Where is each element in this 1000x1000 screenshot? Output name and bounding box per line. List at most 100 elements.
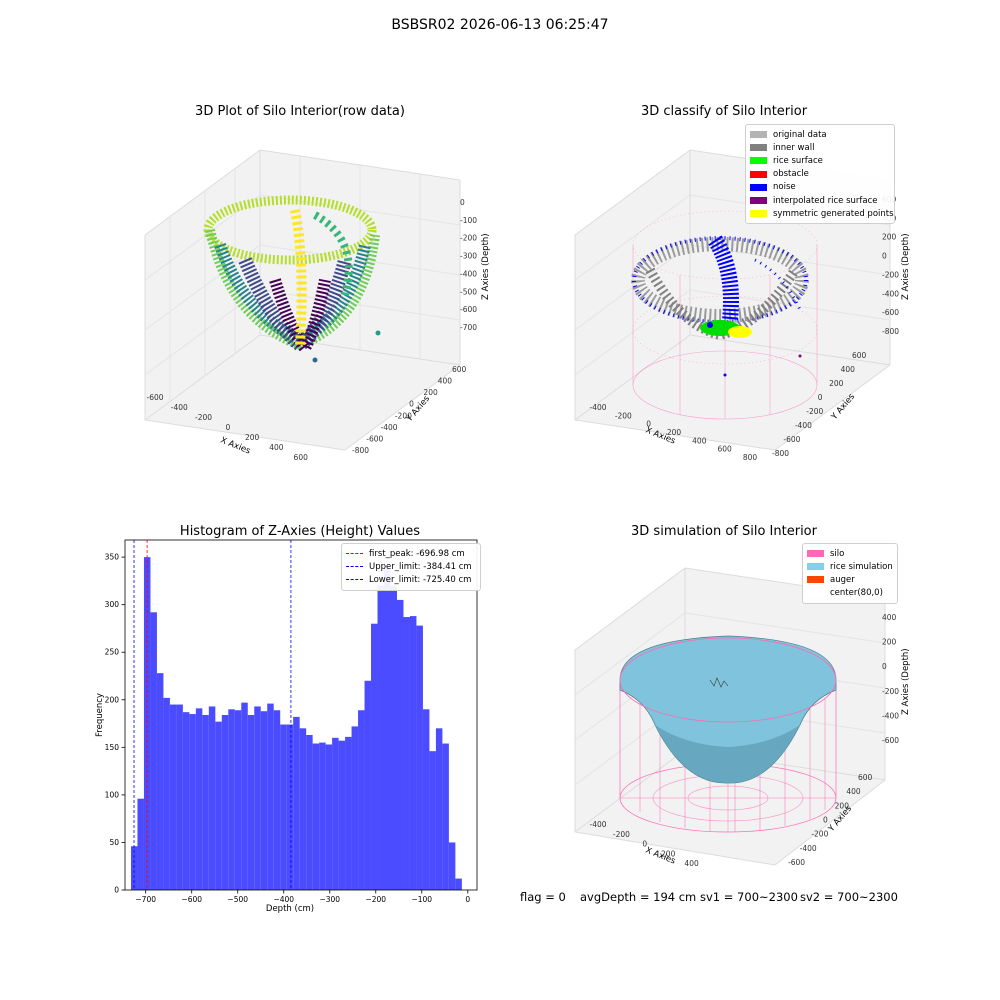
histogram-y-tick-label: 350 — [105, 553, 120, 562]
raw-x-tick-label: 600 — [294, 453, 309, 460]
histogram-legend-swatch — [346, 579, 363, 581]
histogram-y-tick-label: 100 — [105, 790, 120, 799]
raw-z-tick-label: -500 — [460, 287, 477, 296]
simulation-legend-swatch — [807, 576, 824, 584]
classify-legend-swatch — [750, 131, 767, 139]
classify-legend-item: inner wall — [750, 141, 890, 154]
histogram-bar — [228, 709, 235, 890]
histogram-bar — [130, 846, 138, 890]
classify-x-tick-label: 800 — [743, 453, 758, 460]
histogram-x-tick-label: 0 — [465, 895, 470, 904]
simulation-rice-surface — [619, 635, 837, 784]
histogram-axes: −700 −600 −500 −400 −300 −200 −100 0 0 50 100 150 20… — [105, 539, 478, 904]
histogram-bar — [143, 557, 151, 890]
histogram-x-tick-label: −700 — [135, 895, 156, 904]
histogram-bar — [390, 585, 397, 890]
histogram-legend-item: Upper_limit: -384.41 cm — [346, 560, 476, 573]
raw-y-tick-label: 200 — [423, 388, 438, 397]
histogram-bar — [306, 734, 313, 890]
raw-x-tick-label: -600 — [146, 393, 163, 402]
simulation-y-tick-label: -200 — [811, 830, 828, 839]
classify-legend-label: obstacle — [773, 169, 809, 180]
simulation-x-tick-label: -200 — [613, 830, 630, 839]
histogram-bar — [221, 715, 229, 890]
histogram-reference-lines — [133, 540, 292, 890]
histogram-bar — [267, 703, 274, 890]
classify-legend-item: noise — [750, 181, 890, 194]
histogram-bar — [312, 743, 320, 890]
classify-y-tick-label: -400 — [795, 421, 812, 430]
histogram-bar — [422, 709, 430, 890]
raw-x-tick-label: -400 — [171, 403, 188, 412]
simulation-x-tick-label: 200 — [661, 849, 676, 858]
classify-y-tick-label: -800 — [772, 449, 789, 458]
histogram-bar — [332, 737, 339, 890]
simulation-legend: silo rice simulation auger center(80,0) — [802, 543, 898, 604]
histogram-y-tick-label: 250 — [105, 648, 120, 657]
histogram-bar — [260, 711, 268, 890]
raw-z-ticks: 0 -100 -200 -300 -400 -500 -600 -700 — [460, 198, 477, 332]
histogram-bar — [163, 697, 170, 890]
histogram-bar — [150, 612, 157, 890]
classify-z-tick-label: -400 — [882, 289, 899, 298]
histogram-legend-swatch — [346, 553, 363, 555]
simulation-x-tick-label: 0 — [642, 840, 647, 849]
histogram-legend-label: first_peak: -696.98 cm — [369, 548, 465, 559]
simulation-legend-swatch — [807, 589, 824, 597]
raw-y-tick-label: -200 — [395, 411, 412, 420]
histogram-bar — [377, 585, 385, 890]
histogram-x-tick-label: −600 — [181, 895, 202, 904]
simulation-legend-swatch — [807, 550, 824, 558]
classify-y-tick-label: 600 — [852, 351, 867, 360]
histogram-bar — [208, 706, 216, 890]
raw-y-tick-label: 0 — [409, 400, 414, 409]
raw-y-tick-label: 400 — [438, 377, 453, 386]
histogram-bar — [338, 740, 346, 890]
footer-flag: flag = 0 — [520, 890, 566, 904]
classify-z-tick-label: -800 — [882, 327, 899, 336]
histogram-x-tick-label: −300 — [319, 895, 340, 904]
footer-avg-depth: avgDepth = 194 cm — [580, 890, 697, 904]
classify-x-tick-label: 400 — [692, 436, 707, 445]
histogram-bar — [345, 736, 352, 890]
classify-legend-swatch — [750, 183, 767, 191]
histogram-bar — [280, 724, 287, 890]
classify-legend-swatch — [750, 210, 767, 218]
simulation-x-tick-label: -400 — [589, 820, 606, 829]
classify-y-tick-label: -200 — [806, 407, 823, 416]
classify-x-tick-label: 600 — [718, 445, 733, 454]
simulation-y-tick-label: -400 — [800, 844, 817, 853]
histogram-bar — [254, 706, 261, 890]
classify-3d-box — [574, 149, 891, 451]
simulation-legend-item: center(80,0) — [807, 587, 893, 600]
raw-x-tick-label: 0 — [225, 423, 230, 432]
histogram-y-tick-label: 0 — [114, 886, 119, 895]
histogram-bar — [234, 710, 242, 890]
histogram-bar — [384, 568, 391, 890]
simulation-legend-swatch — [807, 563, 824, 571]
classify-y-tick-label: -600 — [783, 435, 800, 444]
raw-z-tick-label: -700 — [460, 323, 477, 332]
raw-z-tick-label: -400 — [460, 269, 477, 278]
histogram-legend: first_peak: -696.98 cm Upper_limit: -384.… — [341, 543, 481, 591]
simulation-z-tick-label: 0 — [882, 662, 887, 671]
raw-z-tick-label: -200 — [460, 234, 477, 243]
histogram-bar — [247, 715, 255, 890]
histogram-bar — [448, 842, 456, 890]
histogram-bar — [137, 798, 144, 890]
raw-y-tick-label: -800 — [352, 446, 369, 455]
raw-x-tick-label: -200 — [195, 413, 212, 422]
histogram-bar — [358, 710, 365, 890]
histogram-bar — [371, 623, 378, 890]
simulation-z-label: Z Axies (Depth) — [901, 648, 911, 715]
simulation-z-tick-label: 200 — [882, 638, 897, 647]
histogram-bar — [409, 616, 417, 890]
simulation-legend-label: rice simulation — [830, 561, 893, 572]
classify-legend-item: symmetric generated points — [750, 207, 894, 220]
classify-legend-swatch — [750, 144, 767, 152]
histogram-bar — [442, 743, 449, 890]
raw-z-tick-label: 0 — [460, 198, 465, 207]
raw-point-cloud — [203, 195, 381, 363]
